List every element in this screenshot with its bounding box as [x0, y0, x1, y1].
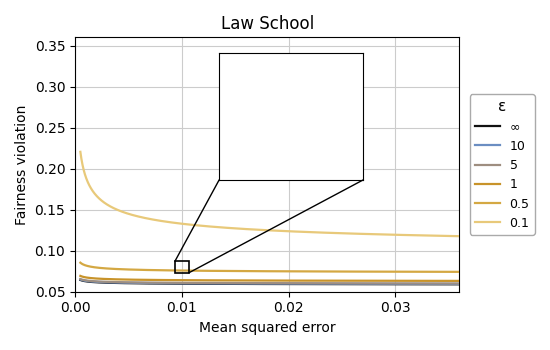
X-axis label: Mean squared error: Mean squared error: [199, 321, 336, 335]
Y-axis label: Fairness violation: Fairness violation: [15, 104, 29, 225]
Title: Law School: Law School: [221, 15, 314, 33]
Bar: [175, 261, 189, 273]
Legend: ∞, 10, 5, 1, 0.5, 0.1: ∞, 10, 5, 1, 0.5, 0.1: [470, 94, 535, 235]
